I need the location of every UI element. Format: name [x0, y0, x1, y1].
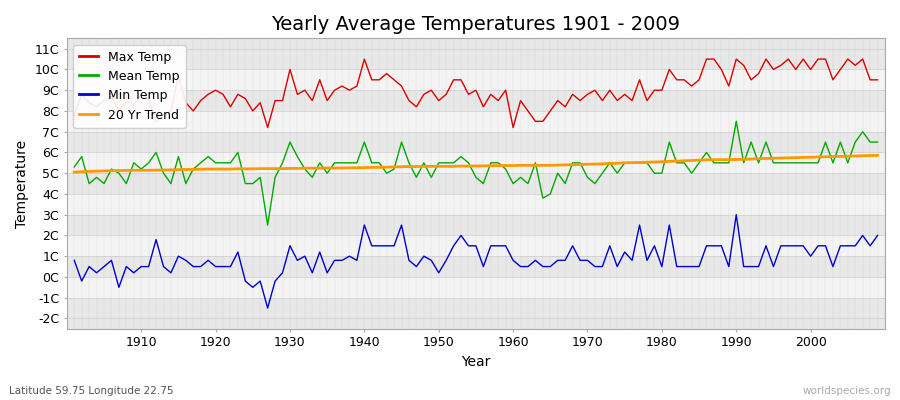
Bar	[67, 152, 885, 173]
Legend: Max Temp, Mean Temp, Min Temp, 20 Yr Trend: Max Temp, Mean Temp, Min Temp, 20 Yr Tre…	[73, 44, 185, 128]
Y-axis label: Temperature: Temperature	[15, 140, 29, 228]
Text: Latitude 59.75 Longitude 22.75: Latitude 59.75 Longitude 22.75	[9, 386, 174, 396]
Bar	[67, 277, 885, 298]
Bar	[67, 70, 885, 90]
Bar	[67, 194, 885, 215]
Title: Yearly Average Temperatures 1901 - 2009: Yearly Average Temperatures 1901 - 2009	[272, 15, 680, 34]
Bar	[67, 49, 885, 70]
Bar	[67, 298, 885, 318]
Bar	[67, 256, 885, 277]
Bar	[67, 236, 885, 256]
Bar	[67, 90, 885, 111]
Bar	[67, 132, 885, 152]
Text: worldspecies.org: worldspecies.org	[803, 386, 891, 396]
Bar	[67, 111, 885, 132]
Bar	[67, 173, 885, 194]
X-axis label: Year: Year	[461, 355, 491, 369]
Bar	[67, 215, 885, 236]
